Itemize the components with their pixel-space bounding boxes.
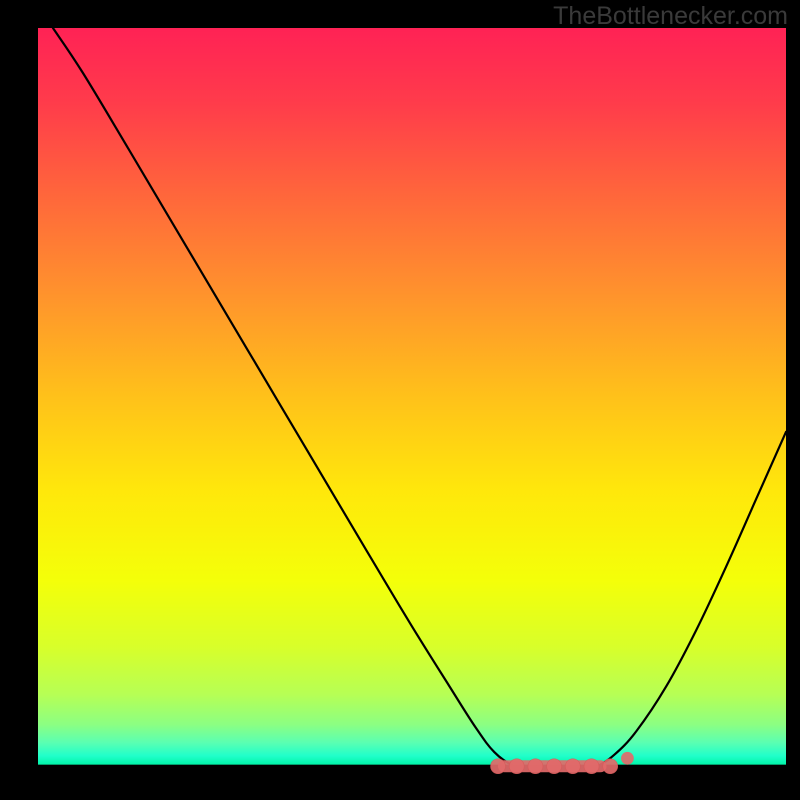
plot-area: [38, 28, 786, 776]
chart-container: TheBottlenecker.com: [0, 0, 800, 800]
watermark-text: TheBottlenecker.com: [553, 2, 788, 31]
background-gradient: [38, 28, 786, 776]
